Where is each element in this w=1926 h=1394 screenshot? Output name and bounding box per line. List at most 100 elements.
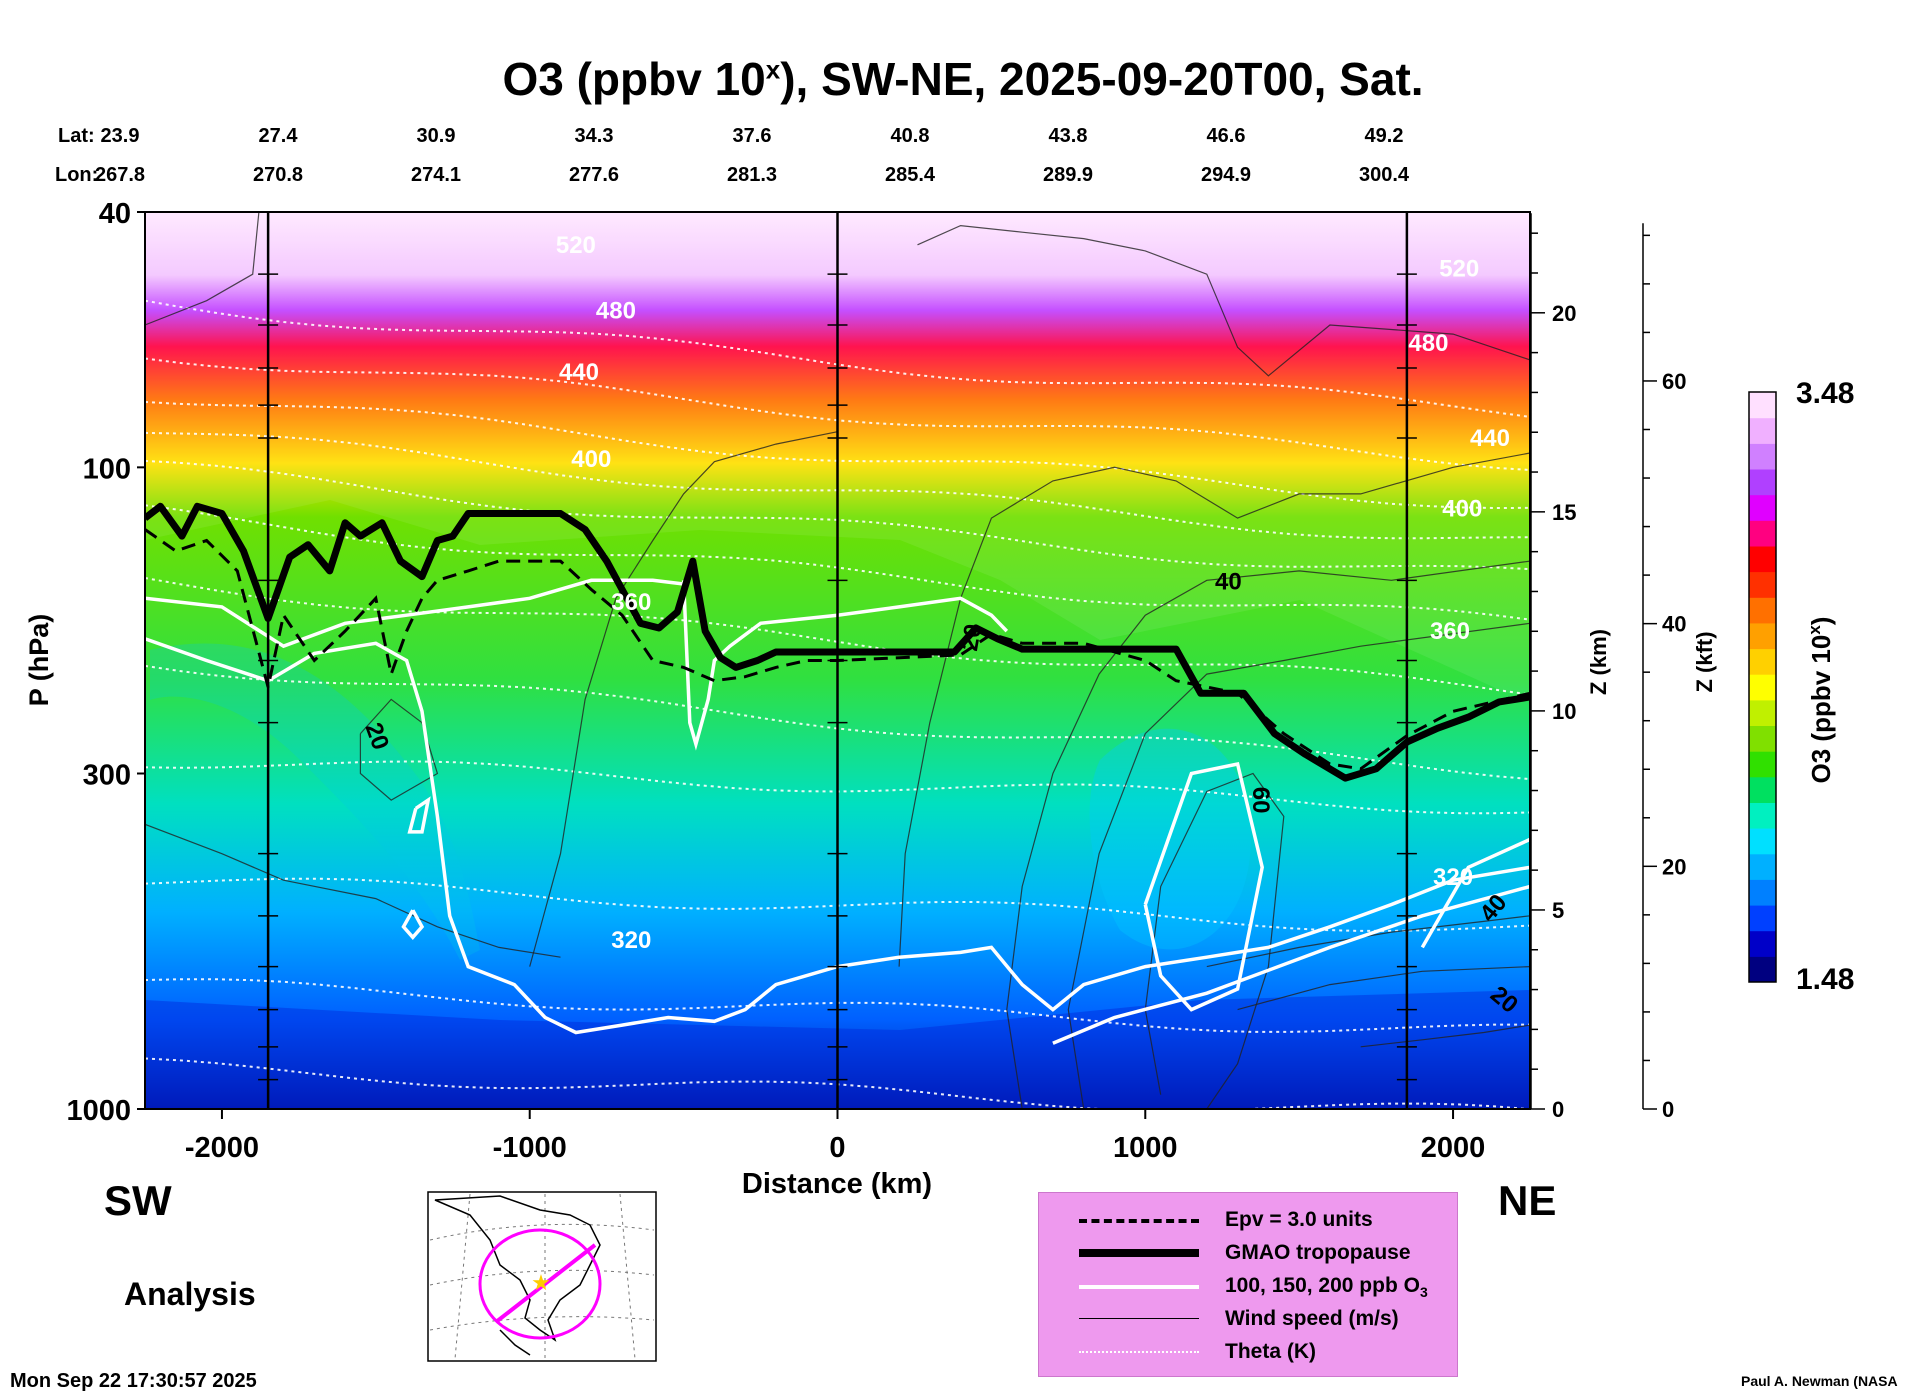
theta-label: 360 (611, 589, 651, 616)
legend-swatch (1079, 1219, 1199, 1223)
theta-contour (145, 577, 1530, 696)
colorbar-segment (1749, 392, 1776, 419)
colorbar-segment (1749, 776, 1776, 803)
o3-contours (145, 578, 1530, 1045)
o3-contour (1052, 884, 1530, 1045)
legend-swatch (1079, 1249, 1199, 1257)
colorbar-segment (1749, 622, 1776, 650)
theta-label: 400 (571, 446, 611, 473)
z-km-tick-label: 0 (1552, 1097, 1564, 1122)
colorbar-segment (1749, 674, 1776, 701)
colorbar-segment (1749, 494, 1776, 521)
lon-value: 270.8 (252, 164, 304, 186)
wind-label: 40 (1215, 569, 1242, 596)
wind-contour (1237, 966, 1530, 1011)
z-kft-label: Z (kft) (1692, 631, 1717, 692)
x-axis-label: Distance (km) (742, 1168, 932, 1200)
y-tick-label: 300 (83, 759, 131, 791)
colorbar-segment (1749, 930, 1776, 957)
theta-contour (145, 299, 1530, 418)
epv-line (145, 528, 1530, 771)
o3-contour (1420, 837, 1530, 949)
z-km-tick-label: 20 (1552, 301, 1576, 326)
legend-swatch (1079, 1318, 1199, 1319)
legend-row: GMAO tropopause (1039, 1238, 1457, 1268)
z-km-tick-label: 15 (1552, 500, 1576, 525)
colorbar-segment (1749, 751, 1776, 778)
o3-contour (145, 578, 684, 649)
o3-contour (407, 796, 431, 834)
theta-label: 440 (559, 359, 599, 386)
lat-value: 37.6 (732, 125, 772, 147)
z-kft-tick-label: 20 (1662, 854, 1686, 879)
z-kft-tick-label: 60 (1662, 369, 1686, 394)
wind-contour (359, 698, 439, 801)
o3-contour (1143, 761, 1264, 1012)
lon-value: 294.9 (1200, 164, 1252, 186)
credit-text: Paul A. Newman (NASA (1741, 1373, 1898, 1389)
lat-value: 23.9 (100, 125, 140, 147)
epv-path (145, 528, 1530, 771)
lat-value: 34.3 (574, 125, 614, 147)
theta-contour (145, 357, 1530, 471)
x-tick-label: -2000 (185, 1132, 259, 1164)
x-tick-label: -1000 (493, 1132, 567, 1164)
wind-label: 20 (956, 622, 987, 653)
y-axis: 40 100 300 1000 (66, 198, 145, 1127)
colorbar-segment (1749, 853, 1776, 880)
analysis-label: Analysis (124, 1276, 256, 1312)
wind-contour (145, 823, 561, 958)
z-km-tick-label: 10 (1552, 699, 1576, 724)
colorbar-segment (1749, 699, 1776, 726)
direction-ne-label: NE (1498, 1177, 1557, 1224)
legend-row: Theta (K) (1039, 1337, 1457, 1367)
theta-contour (145, 664, 1530, 781)
colorbar-segment (1749, 648, 1776, 675)
locator-map: ★ (427, 1191, 657, 1362)
lat-value: 49.2 (1364, 125, 1404, 147)
lon-value: 289.9 (1042, 164, 1094, 186)
lon-value: 300.4 (1358, 164, 1410, 186)
theta-label: 320 (1433, 864, 1473, 891)
direction-sw-label: SW (104, 1177, 172, 1224)
colorbar-min-label: 1.48 (1796, 963, 1855, 996)
y-tick-label: 40 (99, 198, 131, 230)
legend-row: 100, 150, 200 ppb O3 (1039, 1271, 1457, 1301)
x-axis: -2000 -1000 0 1000 2000 (185, 1109, 1485, 1164)
legend-swatch (1079, 1351, 1199, 1353)
legend-text: Theta (K) (1225, 1340, 1316, 1363)
theta-label: 480 (1408, 330, 1448, 357)
colorbar (1748, 391, 1777, 983)
theta-contour (145, 459, 1530, 571)
legend-swatch (1079, 1285, 1199, 1289)
wind-contour (529, 431, 838, 967)
z-km-axis: 0 5 10 15 20 (1530, 213, 1576, 1122)
wind-contour (1067, 622, 1530, 1109)
theta-label: 400 (1442, 496, 1482, 523)
z-km-tick-label: 5 (1552, 898, 1564, 923)
colorbar-segment (1749, 725, 1776, 752)
theta-label: 520 (1439, 256, 1479, 283)
x-tick-label: 0 (829, 1132, 845, 1164)
lon-value: 285.4 (884, 164, 936, 186)
colorbar-segment (1749, 520, 1776, 547)
o3-contour (681, 580, 1009, 751)
legend-text: Wind speed (m/s) (1225, 1307, 1399, 1330)
colorbar-segment (1749, 469, 1776, 496)
wind-contour (145, 212, 260, 326)
legend-text: GMAO tropopause (1225, 1241, 1411, 1264)
y-tick-label: 1000 (66, 1095, 131, 1127)
z-kft-tick-label: 40 (1662, 612, 1686, 637)
colorbar-label: O3 (ppbv 10x) (1805, 617, 1836, 784)
theta-label: 320 (611, 927, 651, 954)
theta-contour (145, 431, 1530, 540)
colorbar-segment (1749, 597, 1776, 624)
x-tick-label: 2000 (1421, 1132, 1486, 1164)
colorbar-segment (1749, 802, 1776, 829)
center-star-icon: ★ (531, 1271, 551, 1296)
wind-contour (1006, 560, 1530, 1109)
theta-labels: 520 480 440 400 360 320 520 480 440 400 360 320 (556, 232, 1510, 954)
lat-value: 43.8 (1048, 125, 1088, 147)
x-tick-label: 1000 (1113, 1132, 1178, 1164)
lat-row-label: Lat: (58, 125, 95, 147)
